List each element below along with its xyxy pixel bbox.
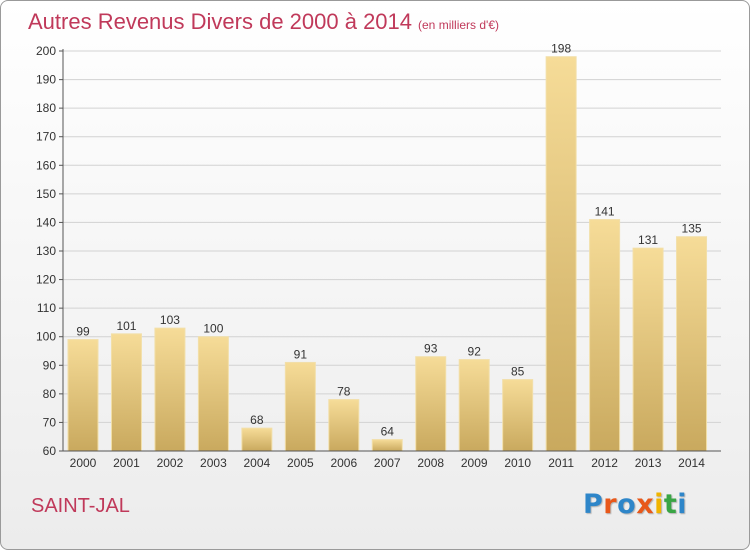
bar-value-label: 91 [294, 347, 308, 361]
bar[interactable] [676, 236, 708, 452]
y-tick-label: 120 [36, 273, 56, 287]
bar-value-label: 99 [76, 325, 90, 339]
y-tick-label: 160 [36, 158, 56, 172]
bar[interactable] [589, 219, 621, 452]
bar[interactable] [328, 399, 360, 452]
bar[interactable] [284, 361, 316, 452]
y-tick-label: 130 [36, 244, 56, 258]
bar-value-label: 85 [511, 365, 525, 379]
logo-letter: r [603, 489, 618, 520]
bar[interactable] [241, 427, 273, 452]
bar[interactable] [502, 379, 534, 452]
bar-value-label: 103 [160, 313, 180, 327]
bar-value-label: 64 [381, 425, 395, 439]
x-axis: 2000 2001 2002 2003 2004 2005 2006 2007 2008 2009… [63, 450, 721, 470]
y-tick-label: 60 [43, 444, 57, 458]
y-axis: 60 70 80 90 100 110 120 130 140 150 160 170 180 190 20… [36, 44, 64, 458]
bar-value-label: 68 [250, 413, 264, 427]
x-tick-label: 2014 [678, 456, 705, 470]
x-tick-label: 2007 [374, 456, 401, 470]
bars: 99 101 103 100 68 91 78 64 93 92 85 198 141 131 135 [67, 42, 708, 452]
y-tick-label: 170 [36, 130, 56, 144]
y-tick-label: 150 [36, 187, 56, 201]
bar-value-label: 92 [468, 345, 482, 359]
commune-name: SAINT-JAL [31, 495, 130, 517]
y-tick-label: 140 [36, 215, 56, 229]
bar[interactable] [110, 333, 142, 452]
proxiti-logo[interactable]: Proxiti [583, 489, 687, 520]
x-tick-label: 2000 [70, 456, 97, 470]
y-tick-label: 90 [43, 358, 57, 372]
x-tick-label: 2013 [635, 456, 662, 470]
y-tick-label: 190 [36, 73, 56, 87]
bar[interactable] [458, 359, 490, 452]
logo-letter: t [663, 489, 678, 520]
bar[interactable] [545, 56, 577, 452]
y-tick-label: 180 [36, 101, 56, 115]
y-tick-label: 200 [36, 44, 56, 58]
bar[interactable] [632, 247, 664, 452]
x-tick-label: 2012 [591, 456, 618, 470]
bar-value-label: 135 [682, 222, 702, 236]
bar-value-label: 93 [424, 342, 438, 356]
bar-value-label: 100 [203, 322, 223, 336]
x-tick-label: 2010 [504, 456, 531, 470]
x-tick-label: 2002 [157, 456, 184, 470]
x-tick-label: 2008 [417, 456, 444, 470]
logo-letter: P [583, 489, 604, 520]
x-tick-label: 2003 [200, 456, 227, 470]
bar[interactable] [415, 356, 447, 452]
chart-title: Autres Revenus Divers de 2000 à 2014 (en … [28, 9, 499, 35]
bar[interactable] [197, 336, 229, 452]
chart-title-text: Autres Revenus Divers de 2000 à 2014 [28, 9, 413, 34]
x-tick-label: 2004 [244, 456, 271, 470]
y-tick-label: 80 [43, 387, 57, 401]
x-tick-label: 2009 [461, 456, 488, 470]
y-tick-label: 110 [37, 301, 56, 315]
bar-value-label: 131 [638, 233, 658, 247]
chart-subtitle: (en milliers d'€) [418, 18, 499, 32]
x-tick-label: 2001 [113, 456, 140, 470]
logo-letter: i [654, 489, 664, 520]
bar[interactable] [371, 439, 403, 452]
bar-value-label: 198 [551, 42, 571, 56]
bar[interactable] [154, 327, 186, 452]
y-tick-label: 100 [36, 330, 56, 344]
x-tick-label: 2005 [287, 456, 314, 470]
y-tick-label: 70 [43, 415, 57, 429]
bar[interactable] [67, 339, 99, 452]
x-tick-label: 2006 [330, 456, 357, 470]
bar-value-label: 141 [595, 205, 615, 219]
bar-value-label: 101 [116, 319, 136, 333]
bar-value-label: 78 [337, 385, 351, 399]
logo-letter: o [617, 489, 637, 520]
logo-letter: i [677, 489, 688, 520]
x-tick-label: 2011 [548, 456, 574, 470]
logo-letter: x [636, 489, 655, 520]
